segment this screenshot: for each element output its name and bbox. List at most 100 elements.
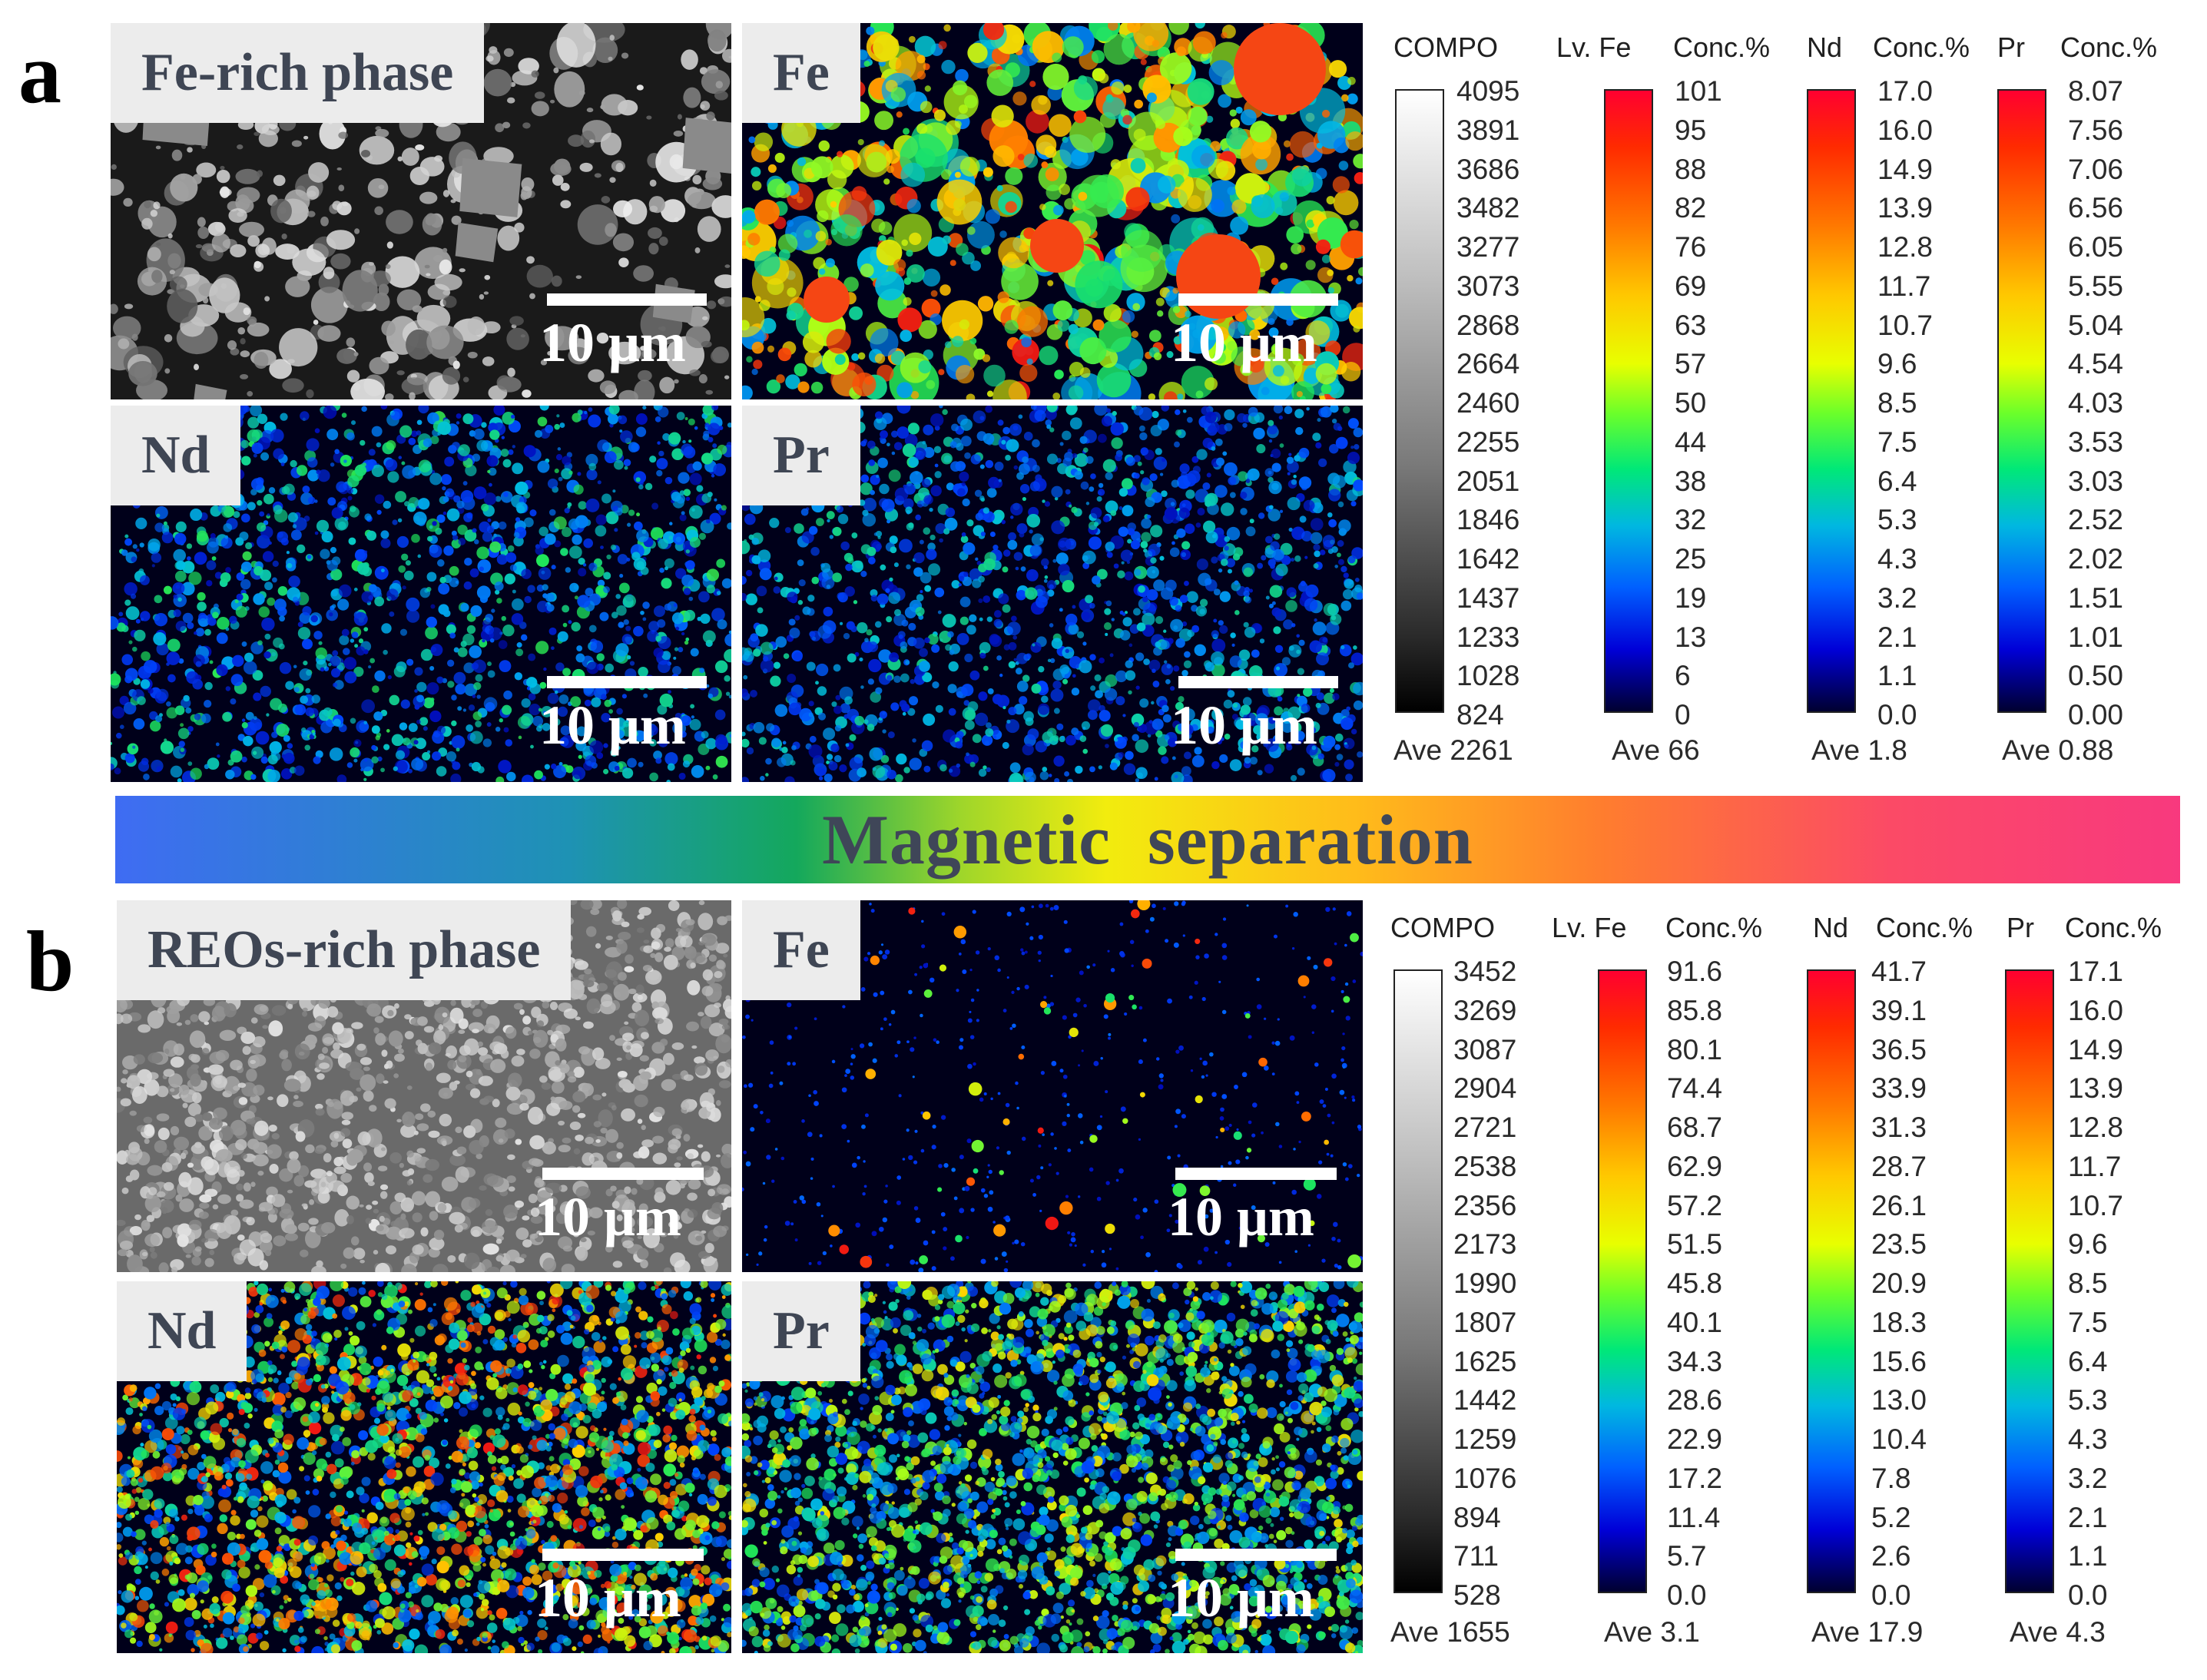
- colorbar-tick-label: 3073: [1456, 270, 1520, 302]
- colorbar-tick-label: 15.6: [1871, 1345, 1927, 1377]
- legend-unit: Conc.%: [1665, 912, 1763, 943]
- legend-unit: Conc.%: [1873, 31, 1970, 63]
- colorbar-tick-label: 25: [1675, 543, 1707, 575]
- map-label: Pr: [742, 406, 860, 505]
- colorbar-tick-label: 2664: [1456, 348, 1520, 380]
- colorbar-tick-label: 19: [1675, 582, 1707, 614]
- scale-bar-label: 10 μm: [539, 312, 686, 373]
- colorbar-tick-label: 7.56: [2068, 114, 2124, 146]
- colorbar-tick-label: 3.2: [1877, 582, 1917, 614]
- colorbar-tick-label: 14.9: [2068, 1033, 2124, 1065]
- panel-letter-a: a: [18, 26, 61, 121]
- colorbar-tick-label: 33.9: [1871, 1072, 1927, 1105]
- colorbar-tick-label: 26.1: [1871, 1189, 1927, 1221]
- colorbar-tick-label: 7.5: [1877, 426, 1917, 458]
- map-label: Fe-rich phase: [111, 23, 485, 123]
- legend-average: Ave 0.88: [2002, 734, 2114, 766]
- legend-unit: Conc.%: [1673, 31, 1771, 63]
- colorbar-tick-label: 3482: [1456, 192, 1520, 224]
- map-pr-b: Pr 10 μm: [742, 1281, 1363, 1653]
- colorbar-tick-label: 4.54: [2068, 348, 2124, 380]
- colorbar-tick-label: 7.5: [2068, 1306, 2108, 1338]
- colorbar-tick-label: 2.1: [1877, 621, 1917, 653]
- colorbar-tick-label: 2.6: [1871, 1540, 1911, 1572]
- colorbar: [1807, 89, 1856, 713]
- colorbar-tick-label: 3452: [1453, 956, 1517, 987]
- colorbar: [1604, 89, 1653, 713]
- legend-title: Nd: [1807, 31, 1843, 63]
- legend-title: Nd: [1813, 912, 1849, 943]
- colorbar-tick-label: 57.2: [1667, 1189, 1723, 1221]
- colorbar-tick-label: 0.0: [1871, 1579, 1911, 1611]
- scale-bar-label: 10 μm: [1168, 1186, 1314, 1248]
- bse-image: [117, 900, 731, 1272]
- colorbar-tick-label: 2721: [1453, 1112, 1517, 1143]
- colorbar-tick-label: 62.9: [1667, 1150, 1723, 1182]
- colorbar-tick-label: 82: [1675, 192, 1707, 224]
- colorbar-tick-label: 11.7: [1877, 270, 1931, 302]
- colorbar-tick-label: 894: [1453, 1501, 1501, 1533]
- colorbar-tick-label: 3269: [1453, 994, 1517, 1026]
- colorbar-tick-label: 9.6: [1877, 348, 1917, 380]
- legend-title: Pr: [2007, 912, 2034, 943]
- colorbar-tick-label: 41.7: [1871, 956, 1927, 987]
- scale-bar-label: 10 μm: [535, 1186, 681, 1248]
- colorbar-tick-label: 3.03: [2068, 465, 2124, 497]
- colorbar-tick-label: 17.2: [1667, 1462, 1723, 1494]
- legend-average: Ave 3.1: [1604, 1616, 1700, 1648]
- colorbar: [2005, 969, 2054, 1593]
- map-compo-b: REOs-rich phase 10 μm: [117, 900, 731, 1272]
- colorbar-tick-label: 2051: [1456, 465, 1520, 497]
- colorbar-tick-label: 0.0: [1667, 1579, 1707, 1611]
- colorbar-tick-label: 10.7: [2068, 1189, 2124, 1221]
- colorbar-tick-label: 4.03: [2068, 387, 2124, 419]
- map-nd-b: Nd 10 μm: [117, 1281, 731, 1653]
- colorbar: [1393, 969, 1443, 1593]
- scale-bar-label: 10 μm: [1171, 312, 1317, 373]
- colorbar-tick-label: 32: [1675, 504, 1707, 536]
- map-fe-b: Fe 10 μm: [742, 900, 1363, 1272]
- colorbar-tick-label: 6.4: [1877, 465, 1917, 497]
- colorbar-tick-label: 11.4: [1667, 1501, 1721, 1533]
- colorbar-tick-label: 2.52: [2068, 504, 2124, 536]
- colorbar-tick-label: 2868: [1456, 309, 1520, 341]
- colorbar-tick-label: 8.5: [1877, 387, 1917, 419]
- colorbar-tick-label: 34.3: [1667, 1345, 1723, 1377]
- legend-average: Ave 4.3: [2010, 1616, 2106, 1648]
- colorbar-tick-label: 6.4: [2068, 1345, 2108, 1377]
- colorbar-tick-label: 8.5: [2068, 1267, 2108, 1299]
- scale-bar-label: 10 μm: [1168, 1567, 1314, 1629]
- colorbar-tick-label: 1437: [1456, 582, 1520, 614]
- map-label: Pr: [742, 1281, 860, 1381]
- colorbar-tick-label: 2538: [1453, 1150, 1517, 1182]
- colorbar-tick-label: 28.6: [1667, 1384, 1723, 1417]
- colorbar-tick-label: 0.00: [2068, 699, 2124, 731]
- colorbar-tick-label: 50: [1675, 387, 1707, 419]
- colorbar-tick-label: 3.2: [2068, 1462, 2108, 1494]
- colorbar-tick-label: 95: [1675, 114, 1707, 146]
- legend-unit: Conc.%: [1876, 912, 1973, 943]
- colorbar-tick-label: 3087: [1453, 1033, 1517, 1065]
- colorbar-tick-label: 3277: [1456, 231, 1520, 263]
- map-label: REOs-rich phase: [117, 900, 572, 1000]
- colorbar-tick-label: 1076: [1453, 1462, 1517, 1494]
- colorbar-tick-label: 23.5: [1871, 1228, 1927, 1261]
- colorbar-tick-label: 10.7: [1877, 309, 1934, 341]
- colorbar-tick-label: 22.9: [1667, 1423, 1723, 1455]
- colorbar: [1395, 89, 1444, 713]
- map-compo-a: Fe-rich phase 10 μm: [111, 23, 731, 399]
- colorbar-tick-label: 28.7: [1871, 1150, 1927, 1182]
- colorbar-tick-label: 68.7: [1667, 1112, 1723, 1143]
- colorbar-tick-label: 1233: [1456, 621, 1520, 653]
- colorbar-tick-label: 4095: [1456, 75, 1520, 107]
- colorbar-tick-label: 63: [1675, 309, 1707, 341]
- colorbar-tick-label: 2.1: [2068, 1501, 2108, 1533]
- colorbar-tick-label: 5.3: [2068, 1384, 2108, 1417]
- colorbar-tick-label: 0.0: [2068, 1579, 2108, 1611]
- colorbar-tick-label: 45.8: [1667, 1267, 1723, 1299]
- colorbar-tick-label: 36.5: [1871, 1033, 1927, 1065]
- colorbar-tick-label: 3686: [1456, 153, 1520, 185]
- colorbar-tick-label: 3891: [1456, 114, 1520, 146]
- colorbar-tick-label: 1625: [1453, 1345, 1517, 1377]
- colorbar-tick-label: 5.04: [2068, 309, 2124, 341]
